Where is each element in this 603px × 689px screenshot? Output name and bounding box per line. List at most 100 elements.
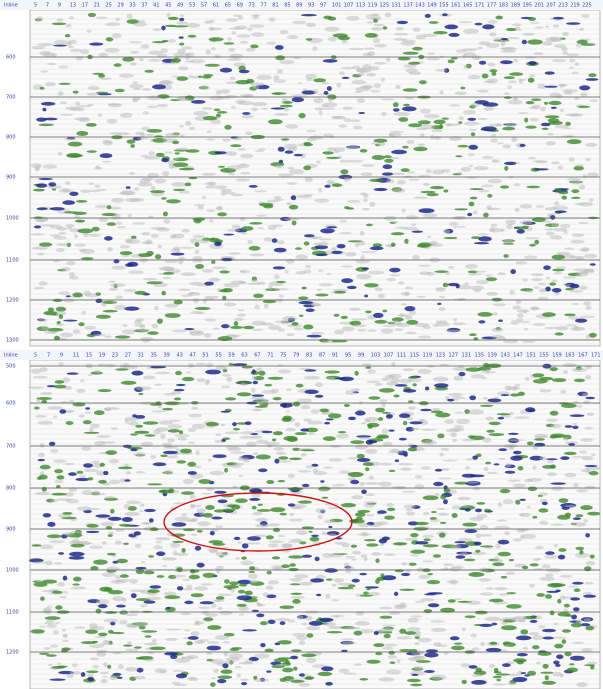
amplitude-blob xyxy=(36,183,47,187)
amplitude-blob xyxy=(187,678,199,682)
amplitude-blob xyxy=(152,639,157,643)
amplitude-blob xyxy=(92,665,99,668)
amplitude-blob xyxy=(437,513,449,516)
amplitude-blob xyxy=(82,490,94,495)
amplitude-blob xyxy=(46,654,57,657)
amplitude-blob xyxy=(332,340,348,342)
amplitude-blob xyxy=(222,296,226,301)
amplitude-blob xyxy=(249,222,262,225)
trace-label: 165 xyxy=(463,3,473,9)
amplitude-blob xyxy=(451,566,463,569)
amplitude-blob xyxy=(334,291,346,294)
amplitude-blob xyxy=(94,370,102,373)
amplitude-blob xyxy=(586,306,592,310)
amplitude-blob xyxy=(147,281,163,284)
amplitude-blob xyxy=(178,66,188,70)
amplitude-blob xyxy=(306,626,320,630)
amplitude-blob xyxy=(505,123,518,127)
amplitude-blob xyxy=(370,90,381,93)
amplitude-blob xyxy=(564,91,572,95)
amplitude-blob xyxy=(105,409,110,411)
amplitude-blob xyxy=(93,334,106,336)
amplitude-blob xyxy=(360,192,366,195)
amplitude-blob xyxy=(444,237,457,239)
amplitude-blob xyxy=(151,227,167,230)
amplitude-blob xyxy=(429,241,438,245)
amplitude-blob xyxy=(408,376,418,378)
amplitude-blob xyxy=(79,415,85,418)
amplitude-blob xyxy=(139,510,143,512)
amplitude-blob xyxy=(221,424,226,427)
amplitude-blob xyxy=(80,49,89,54)
amplitude-blob xyxy=(123,543,129,545)
amplitude-blob xyxy=(192,261,203,263)
amplitude-blob xyxy=(389,470,395,472)
amplitude-blob xyxy=(249,566,255,570)
amplitude-blob xyxy=(145,70,154,73)
amplitude-blob xyxy=(542,128,549,130)
amplitude-blob xyxy=(50,449,59,453)
amplitude-blob xyxy=(455,412,464,414)
amplitude-blob xyxy=(77,229,93,234)
amplitude-blob xyxy=(214,599,225,602)
amplitude-blob xyxy=(468,273,482,275)
amplitude-blob xyxy=(210,471,225,476)
amplitude-blob xyxy=(434,383,448,388)
amplitude-blob xyxy=(172,330,188,333)
amplitude-blob xyxy=(341,503,356,507)
amplitude-blob xyxy=(354,663,362,666)
amplitude-blob xyxy=(337,156,342,159)
amplitude-blob xyxy=(393,542,407,545)
amplitude-blob xyxy=(512,305,521,309)
amplitude-blob xyxy=(375,652,382,655)
amplitude-blob xyxy=(374,188,388,191)
amplitude-blob xyxy=(273,397,282,400)
amplitude-blob xyxy=(83,463,93,468)
amplitude-blob xyxy=(501,229,505,232)
amplitude-blob xyxy=(583,400,590,404)
amplitude-blob xyxy=(492,72,497,76)
amplitude-blob xyxy=(47,606,53,608)
amplitude-blob xyxy=(211,47,215,50)
amplitude-blob xyxy=(315,199,330,203)
amplitude-blob xyxy=(310,578,324,582)
amplitude-blob xyxy=(59,189,74,192)
amplitude-blob xyxy=(150,647,166,651)
amplitude-blob xyxy=(461,167,471,172)
amplitude-blob xyxy=(556,655,563,660)
amplitude-blob xyxy=(44,621,54,624)
amplitude-blob xyxy=(221,670,233,674)
amplitude-blob xyxy=(252,321,266,326)
amplitude-blob xyxy=(491,224,498,228)
amplitude-blob xyxy=(465,529,478,533)
amplitude-blob xyxy=(362,267,369,269)
amplitude-blob xyxy=(528,17,536,21)
amplitude-blob xyxy=(579,550,583,555)
amplitude-blob xyxy=(474,289,481,292)
amplitude-blob xyxy=(344,673,357,675)
amplitude-blob xyxy=(497,272,506,275)
amplitude-blob xyxy=(206,363,213,368)
amplitude-blob xyxy=(215,55,221,59)
amplitude-blob xyxy=(570,256,586,259)
amplitude-blob xyxy=(186,371,191,373)
amplitude-blob xyxy=(222,374,232,376)
trace-label: 119 xyxy=(368,3,378,9)
amplitude-blob xyxy=(248,571,255,573)
amplitude-blob xyxy=(389,131,404,133)
amplitude-blob xyxy=(205,380,209,385)
amplitude-blob xyxy=(388,451,403,454)
amplitude-blob xyxy=(278,456,288,460)
trace-label: 189 xyxy=(511,3,521,9)
amplitude-blob xyxy=(516,636,532,641)
amplitude-blob xyxy=(408,448,417,452)
amplitude-blob xyxy=(192,76,199,79)
amplitude-blob xyxy=(217,212,227,216)
amplitude-blob xyxy=(486,430,494,433)
amplitude-blob xyxy=(475,509,482,513)
amplitude-blob xyxy=(469,395,476,400)
amplitude-blob xyxy=(527,39,543,44)
trace-label: 67 xyxy=(254,353,260,359)
amplitude-blob xyxy=(115,541,122,545)
amplitude-blob xyxy=(550,367,558,371)
